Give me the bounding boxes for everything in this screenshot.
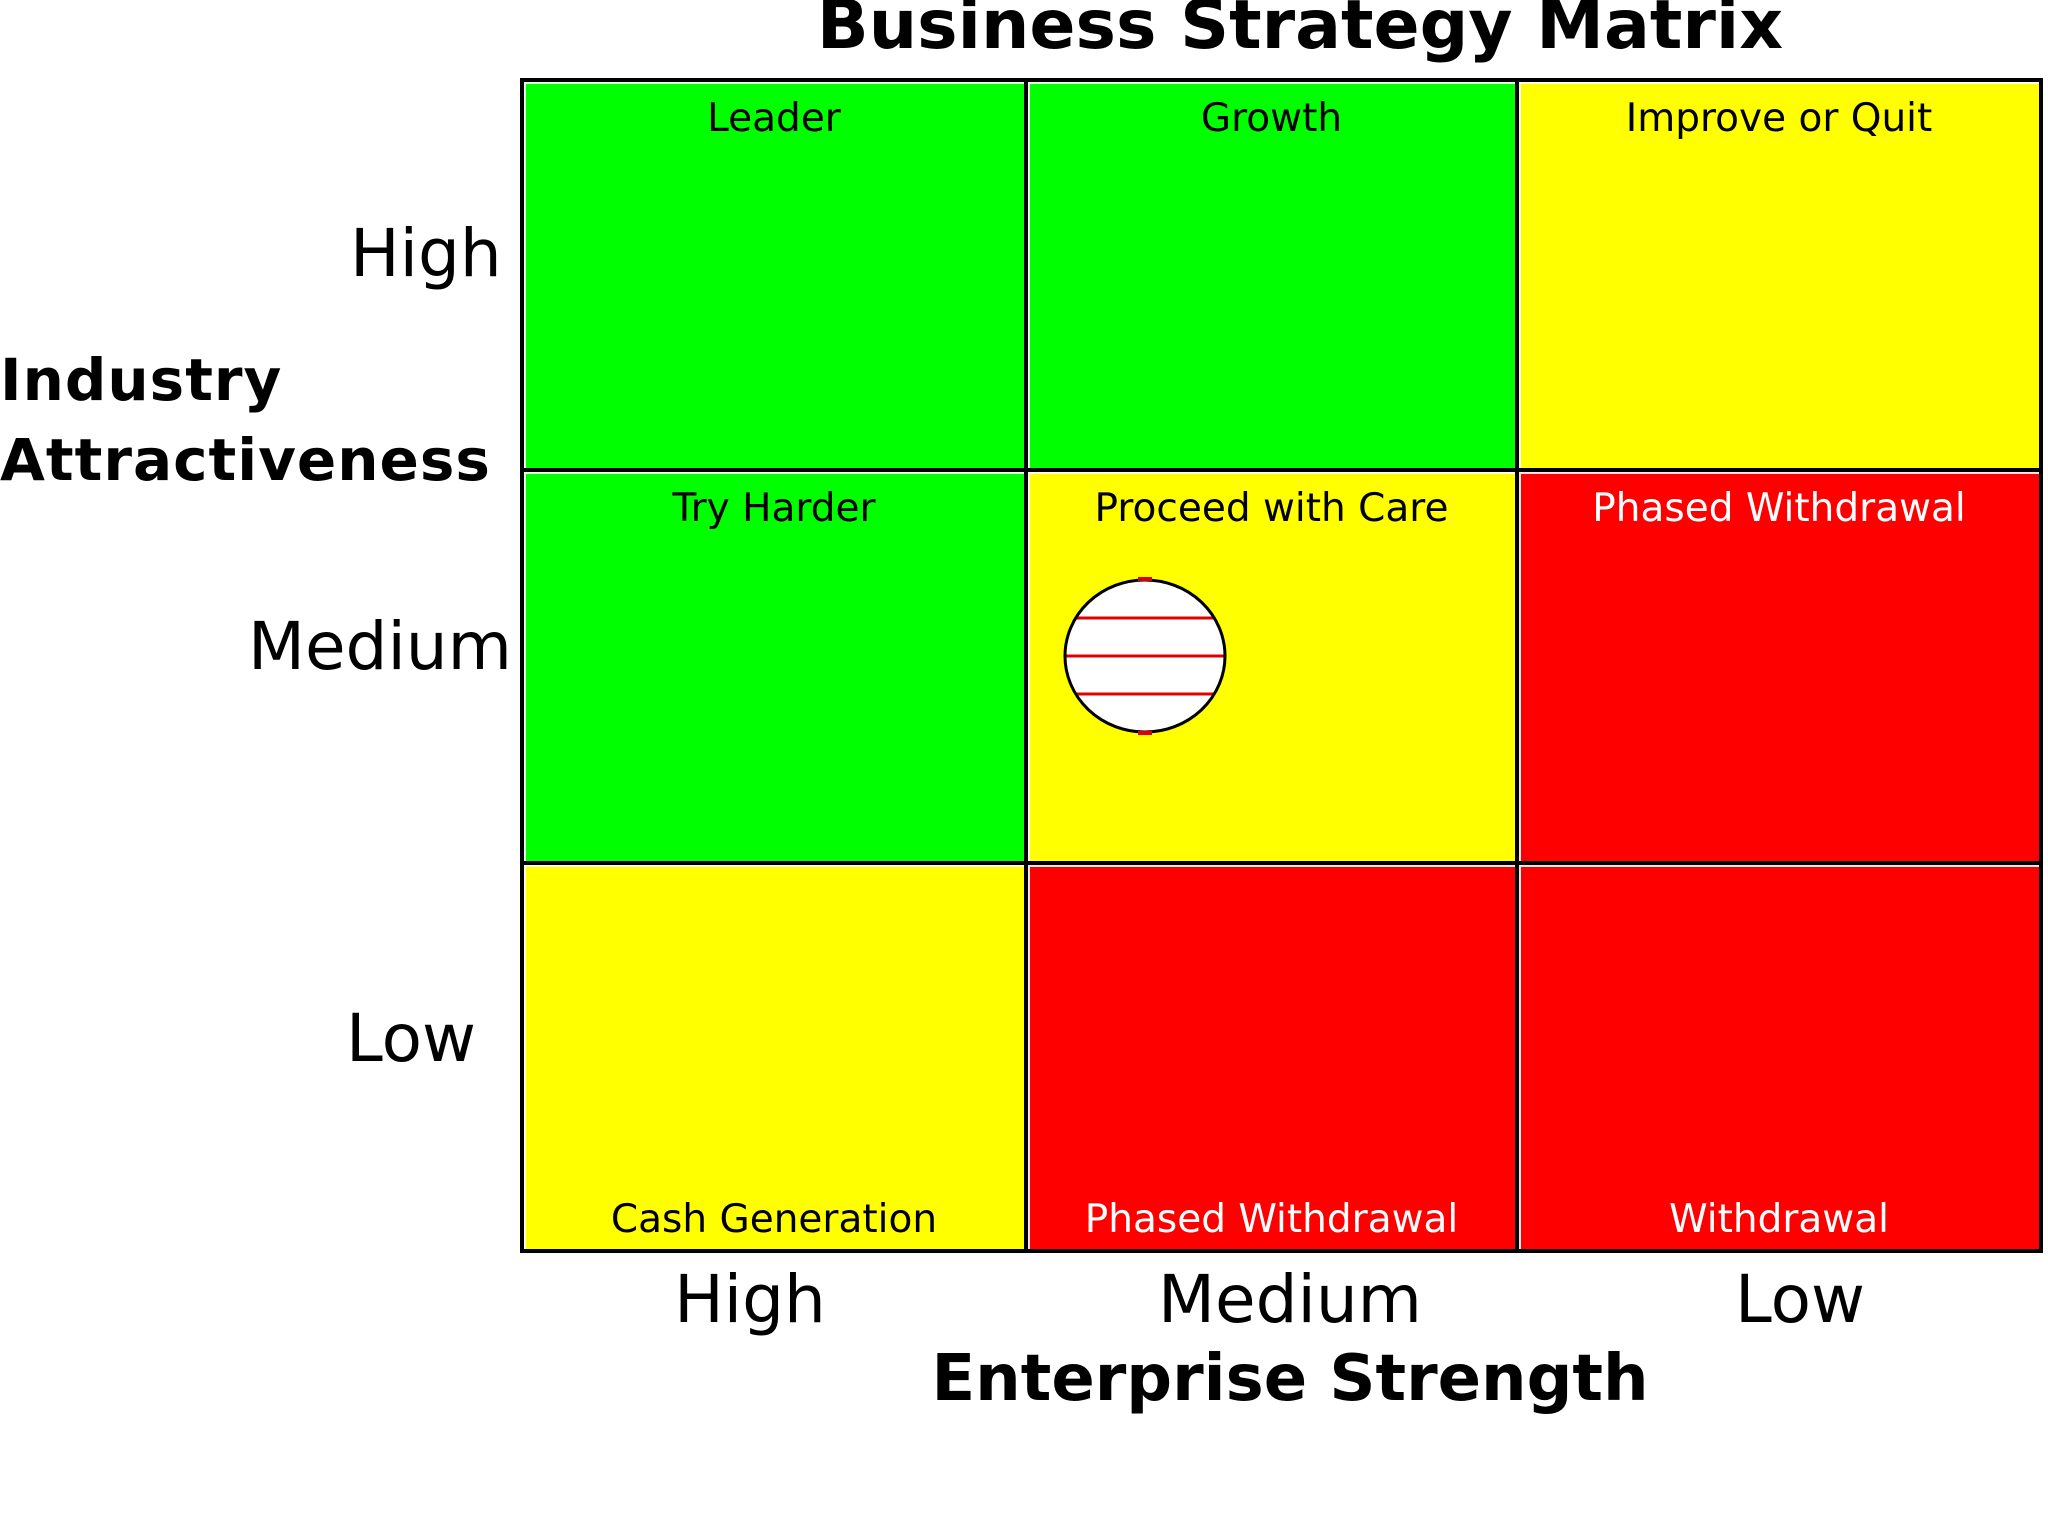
x-level-low: Low xyxy=(1735,1261,1865,1338)
matrix-cell-improve-or-quit: Improve or Quit xyxy=(1519,82,2039,468)
matrix-cell-growth: Growth xyxy=(1028,82,1515,468)
cell-label: Leader xyxy=(707,96,841,141)
matrix-cell-cash-generation: Cash Generation xyxy=(524,865,1024,1249)
position-marker-icon xyxy=(1063,577,1227,735)
matrix-cell-leader: Leader xyxy=(524,82,1024,468)
cell-label: Growth xyxy=(1200,96,1343,141)
cell-label: Try Harder xyxy=(672,486,876,531)
x-level-medium: Medium xyxy=(1158,1261,1422,1338)
marker-stripes xyxy=(1065,616,1225,696)
cell-label: Improve or Quit xyxy=(1625,96,1933,141)
cell-label: Cash Generation xyxy=(610,1197,938,1242)
strategy-matrix-grid: Leader Growth Improve or Quit Try Harder… xyxy=(520,78,2043,1253)
cell-label: Phased Withdrawal xyxy=(1592,486,1966,531)
cell-label: Withdrawal xyxy=(1669,1197,1889,1242)
cell-label: Proceed with Care xyxy=(1094,486,1449,531)
matrix-cell-phased-withdrawal-top: Phased Withdrawal xyxy=(1519,472,2039,861)
matrix-cell-phased-withdrawal-bottom: Phased Withdrawal xyxy=(1028,865,1515,1249)
y-axis-title-line-2: Attractiveness xyxy=(0,426,491,494)
matrix-cell-withdrawal: Withdrawal xyxy=(1519,865,2039,1249)
y-level-low: Low xyxy=(346,1000,476,1077)
y-level-medium: Medium xyxy=(248,608,512,685)
cell-label: Phased Withdrawal xyxy=(1084,1197,1459,1242)
y-axis-title: Industry Attractiveness xyxy=(0,340,491,500)
x-axis-title: Enterprise Strength xyxy=(931,1342,1649,1416)
y-axis-title-line-1: Industry xyxy=(0,346,283,414)
matrix-cell-try-harder: Try Harder xyxy=(524,472,1024,861)
matrix-title: Business Strategy Matrix xyxy=(816,0,1784,65)
x-level-high: High xyxy=(674,1261,826,1338)
y-level-high: High xyxy=(350,215,502,292)
